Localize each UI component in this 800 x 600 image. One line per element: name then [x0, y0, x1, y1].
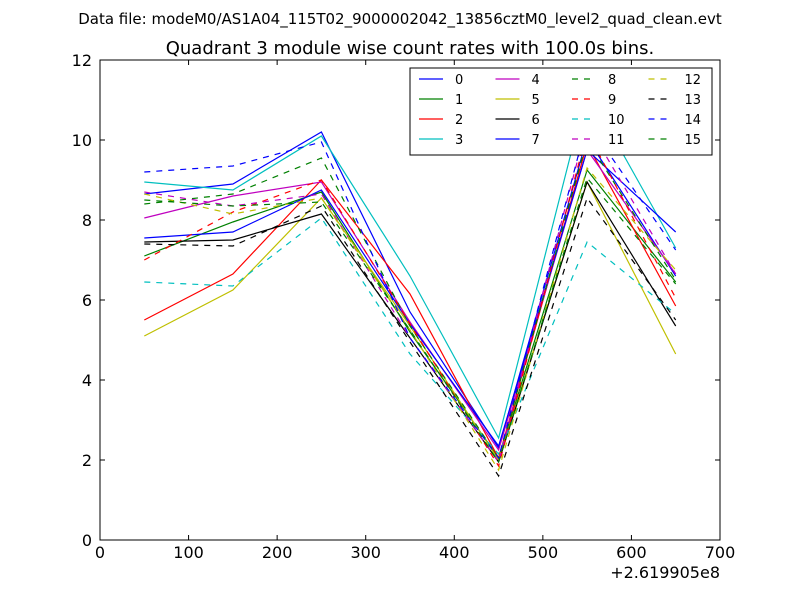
legend-label: 8	[608, 73, 616, 88]
legend-label: 13	[685, 93, 702, 108]
y-tick-label: 12	[72, 51, 92, 70]
suptitle: Data file: modeM0/AS1A04_115T02_90000020…	[78, 10, 722, 29]
x-tick-label: 100	[173, 543, 204, 562]
x-tick-label: 500	[528, 543, 559, 562]
y-tick-label: 0	[82, 531, 92, 550]
x-tick-label: 400	[439, 543, 470, 562]
legend-label: 12	[685, 73, 702, 88]
series-line-15	[144, 176, 677, 464]
legend-label: 4	[532, 73, 540, 88]
legend-frame	[409, 67, 713, 156]
x-tick-label: 700	[705, 543, 736, 562]
legend-label: 14	[685, 113, 702, 128]
legend-label: 11	[608, 133, 625, 148]
y-tick-label: 4	[82, 371, 92, 390]
y-tick-label: 2	[82, 451, 92, 470]
x-tick-label: 0	[95, 543, 105, 562]
x-tick-label: 300	[350, 543, 381, 562]
x-tick-label: 600	[616, 543, 647, 562]
legend-label: 15	[685, 133, 702, 148]
series-line-10	[144, 217, 677, 456]
legend-label: 5	[532, 93, 540, 108]
series-line-13	[144, 196, 677, 478]
legend-label: 1	[455, 93, 463, 108]
legend-label: 9	[608, 93, 616, 108]
legend-label: 7	[532, 133, 540, 148]
y-tick-label: 10	[72, 131, 92, 150]
y-tick-label: 6	[82, 291, 92, 310]
legend-label: 3	[455, 133, 463, 148]
x-tick-label: 200	[262, 543, 293, 562]
y-tick-label: 8	[82, 211, 92, 230]
legend-label: 10	[608, 113, 625, 128]
series-line-8	[144, 138, 677, 460]
x-offset-label: +2.619905e8	[610, 563, 720, 582]
legend-label: 0	[455, 73, 463, 88]
chart-title: Quadrant 3 module wise count rates with …	[166, 38, 655, 59]
legend-label: 2	[455, 113, 463, 128]
series-line-12	[144, 166, 677, 472]
legend-label: 6	[532, 113, 540, 128]
